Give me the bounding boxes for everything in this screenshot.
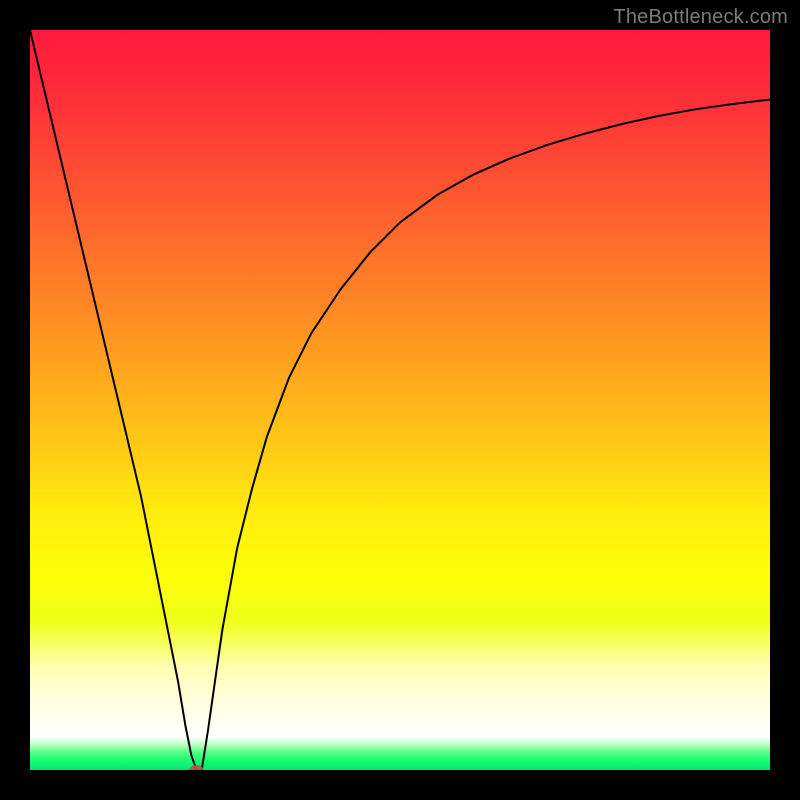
chart-container: TheBottleneck.com <box>0 0 800 800</box>
plot-area <box>30 30 770 770</box>
gradient-background <box>30 30 770 770</box>
plot-svg <box>30 30 770 770</box>
watermark: TheBottleneck.com <box>613 6 788 29</box>
